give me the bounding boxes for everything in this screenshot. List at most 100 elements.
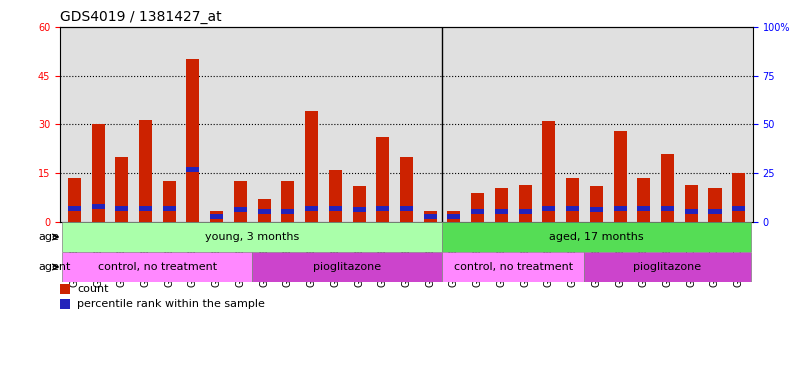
Bar: [590, 186, 603, 207]
Bar: [210, 219, 223, 222]
Bar: [661, 206, 674, 210]
Bar: [281, 209, 295, 214]
Bar: [448, 214, 461, 219]
Bar: [471, 193, 485, 209]
Bar: [281, 214, 295, 222]
Bar: [495, 209, 508, 214]
Bar: [210, 210, 223, 214]
Bar: [68, 178, 81, 206]
Bar: [614, 131, 626, 206]
Bar: [328, 170, 342, 206]
Bar: [91, 204, 105, 209]
Text: GDS4019 / 1381427_at: GDS4019 / 1381427_at: [60, 10, 222, 25]
Bar: [424, 219, 437, 222]
Bar: [708, 188, 722, 209]
Bar: [585, 252, 751, 282]
Bar: [258, 214, 271, 222]
Bar: [685, 214, 698, 222]
Bar: [234, 207, 247, 212]
Bar: [400, 206, 413, 210]
Bar: [62, 222, 442, 252]
Bar: [258, 199, 271, 209]
Bar: [471, 209, 485, 214]
Bar: [566, 206, 579, 210]
Bar: [442, 222, 751, 252]
Bar: [352, 212, 365, 222]
Bar: [661, 154, 674, 206]
Text: pioglitazone: pioglitazone: [313, 262, 381, 272]
Bar: [448, 219, 461, 222]
Bar: [210, 214, 223, 219]
Bar: [115, 210, 128, 222]
Bar: [424, 214, 437, 219]
Bar: [708, 214, 722, 222]
Bar: [305, 210, 318, 222]
Text: count: count: [78, 284, 109, 294]
Bar: [163, 181, 175, 206]
Bar: [352, 186, 365, 207]
Bar: [614, 210, 626, 222]
Bar: [60, 298, 70, 309]
Bar: [566, 178, 579, 206]
Bar: [91, 124, 105, 204]
Bar: [376, 137, 389, 206]
Bar: [62, 252, 252, 282]
Bar: [68, 210, 81, 222]
Bar: [139, 119, 152, 206]
Bar: [518, 214, 532, 222]
Bar: [542, 210, 555, 222]
Bar: [305, 111, 318, 206]
Bar: [590, 212, 603, 222]
Bar: [328, 206, 342, 210]
Bar: [448, 210, 461, 214]
Text: age: age: [38, 232, 59, 242]
Bar: [708, 209, 722, 214]
Bar: [566, 210, 579, 222]
Bar: [281, 181, 295, 209]
Bar: [495, 188, 508, 209]
Bar: [258, 209, 271, 214]
Text: control, no treatment: control, no treatment: [453, 262, 573, 272]
Bar: [495, 214, 508, 222]
Bar: [442, 252, 585, 282]
Bar: [139, 206, 152, 210]
Bar: [685, 185, 698, 209]
Text: aged, 17 months: aged, 17 months: [549, 232, 644, 242]
Bar: [60, 283, 70, 294]
Bar: [518, 209, 532, 214]
Bar: [376, 206, 389, 210]
Bar: [352, 207, 365, 212]
Text: pioglitazone: pioglitazone: [634, 262, 702, 272]
Bar: [638, 178, 650, 206]
Bar: [252, 252, 442, 282]
Bar: [638, 206, 650, 210]
Bar: [542, 121, 555, 206]
Bar: [328, 210, 342, 222]
Bar: [424, 210, 437, 214]
Bar: [614, 206, 626, 210]
Bar: [91, 209, 105, 222]
Bar: [471, 214, 485, 222]
Bar: [234, 181, 247, 207]
Text: agent: agent: [38, 262, 71, 272]
Bar: [590, 207, 603, 212]
Text: percentile rank within the sample: percentile rank within the sample: [78, 299, 265, 309]
Bar: [68, 206, 81, 210]
Bar: [685, 209, 698, 214]
Bar: [638, 210, 650, 222]
Bar: [187, 167, 199, 172]
Bar: [115, 157, 128, 206]
Bar: [163, 206, 175, 210]
Bar: [187, 172, 199, 222]
Bar: [732, 173, 745, 206]
Text: control, no treatment: control, no treatment: [98, 262, 217, 272]
Bar: [234, 212, 247, 222]
Bar: [661, 210, 674, 222]
Bar: [400, 210, 413, 222]
Bar: [732, 210, 745, 222]
Bar: [400, 157, 413, 206]
Bar: [376, 210, 389, 222]
Bar: [139, 210, 152, 222]
Bar: [732, 206, 745, 210]
Bar: [187, 60, 199, 167]
